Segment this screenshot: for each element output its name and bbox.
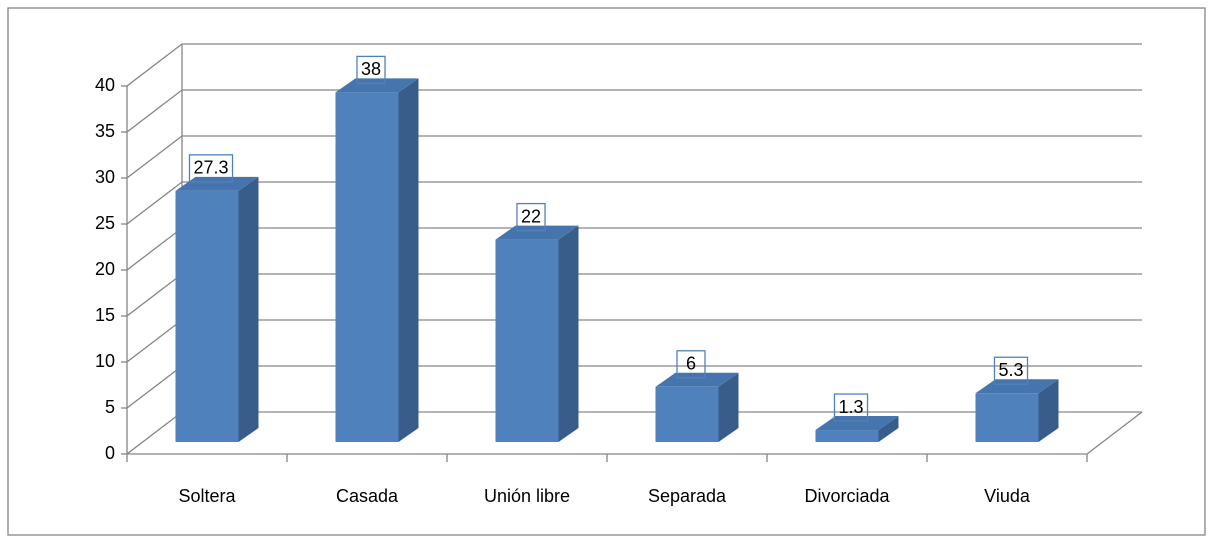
bar-side xyxy=(718,372,739,442)
bar-side xyxy=(1038,379,1059,442)
x-tick-label: Separada xyxy=(648,486,727,506)
bar xyxy=(335,92,399,443)
y-tick-label: 25 xyxy=(95,213,115,233)
x-tick-label: Divorciada xyxy=(804,486,890,506)
bar-side xyxy=(878,416,899,442)
data-label: 6 xyxy=(686,354,696,374)
bar-top xyxy=(335,78,419,93)
data-label-box xyxy=(993,356,1029,385)
bar xyxy=(815,430,879,442)
data-label-box xyxy=(516,202,546,232)
bar xyxy=(655,386,719,442)
bar-top xyxy=(975,379,1059,394)
bar-side xyxy=(238,176,259,442)
bar-top xyxy=(175,176,259,191)
bar-top xyxy=(815,416,899,431)
grid-line xyxy=(126,43,1142,87)
data-label-box xyxy=(356,55,386,85)
y-tick-label: 30 xyxy=(95,167,115,187)
x-tick-label: Casada xyxy=(336,486,399,506)
data-label-box xyxy=(833,393,869,422)
y-tick-label: 0 xyxy=(105,443,115,463)
grid-line xyxy=(126,135,1142,179)
data-label: 27.3 xyxy=(193,158,228,178)
bar-side xyxy=(398,78,419,443)
bar-side xyxy=(558,225,579,442)
grid-line xyxy=(126,181,1142,225)
grid-line xyxy=(126,89,1142,133)
data-label: 5.3 xyxy=(998,360,1023,380)
bar xyxy=(175,190,239,442)
y-tick-label: 5 xyxy=(105,397,115,417)
bar xyxy=(975,393,1039,442)
y-tick-label: 10 xyxy=(95,351,115,371)
data-label: 1.3 xyxy=(838,397,863,417)
y-tick-label: 15 xyxy=(95,305,115,325)
data-label-box xyxy=(188,154,234,183)
y-tick-label: 35 xyxy=(95,121,115,141)
x-tick-label: Soltera xyxy=(178,486,236,506)
data-label-box xyxy=(676,350,706,379)
data-label: 22 xyxy=(521,206,541,226)
x-tick-label: Unión libre xyxy=(484,486,570,506)
x-tick-label: Viuda xyxy=(984,486,1031,506)
data-label: 38 xyxy=(361,59,381,79)
y-tick-label: 40 xyxy=(95,75,115,95)
y-tick-label: 20 xyxy=(95,259,115,279)
bar xyxy=(495,239,559,442)
bar-top xyxy=(655,372,739,387)
bar-top xyxy=(495,225,579,240)
